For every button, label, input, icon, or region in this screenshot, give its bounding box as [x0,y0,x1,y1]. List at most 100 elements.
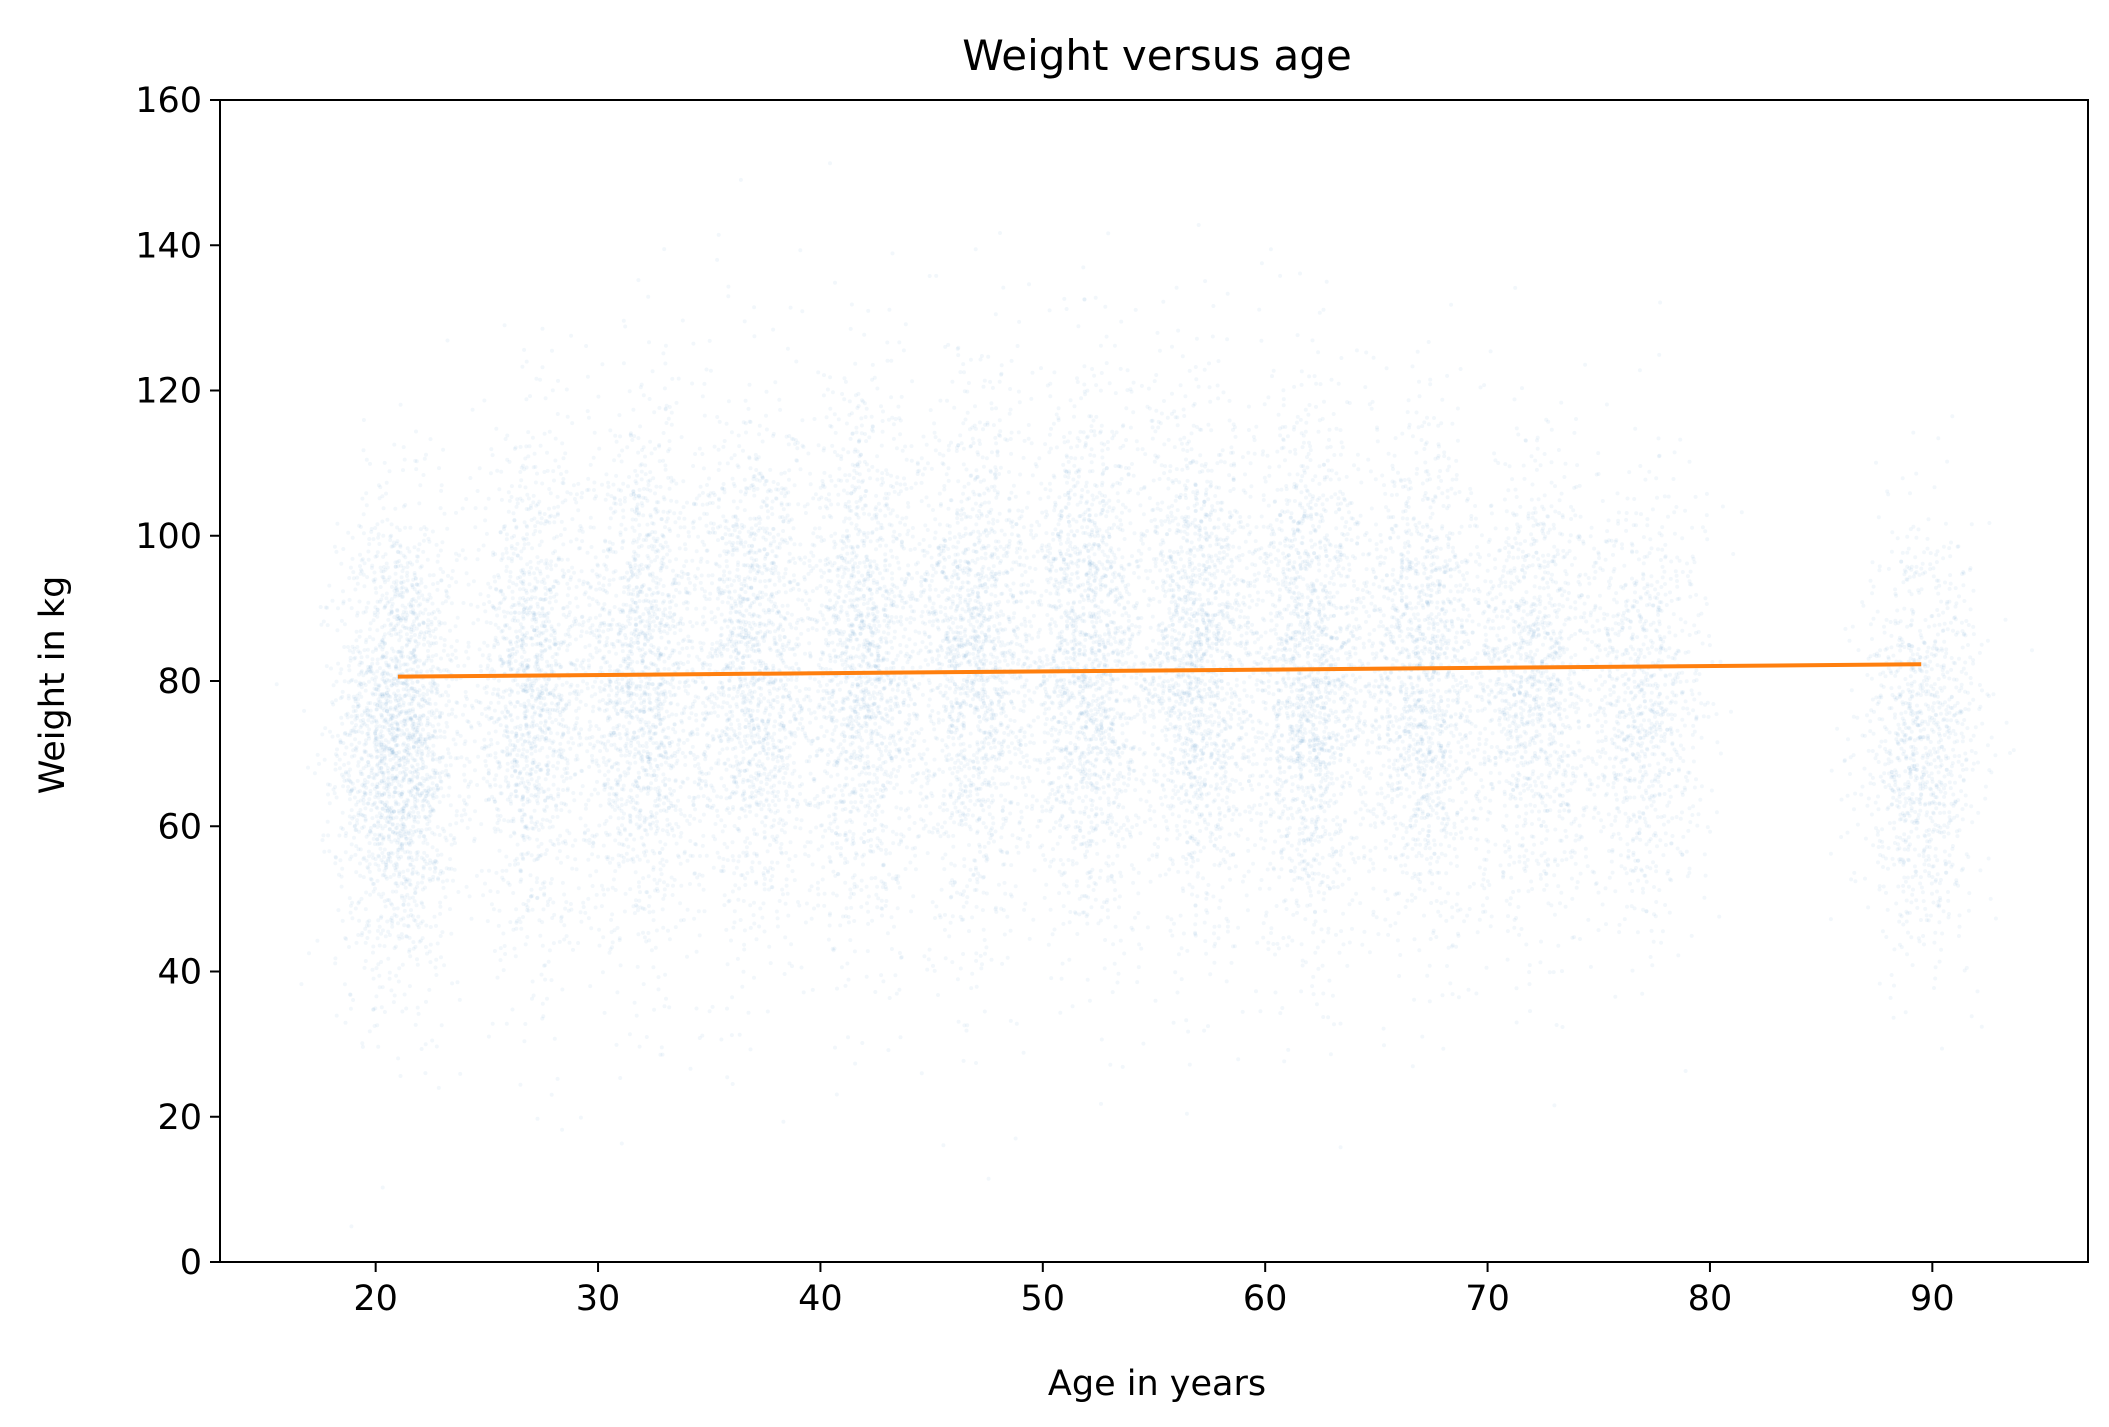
scatter-point [381,506,386,511]
scatter-point [404,681,409,686]
scatter-point [360,660,364,665]
scatter-point [417,814,422,819]
scatter-point [575,604,580,609]
scatter-point [589,694,594,699]
scatter-point [624,636,628,641]
scatter-point [663,607,667,612]
scatter-point [399,586,404,591]
scatter-point [343,834,348,838]
scatter-point [406,638,411,643]
scatter-point [497,848,502,853]
scatter-point [608,815,613,820]
scatter-point [683,705,688,710]
scatter-point [445,526,450,531]
scatter-point [594,587,599,592]
scatter-point [603,683,608,688]
scatter-point [567,691,572,696]
scatter-point [588,515,593,520]
scatter-point [566,628,571,632]
scatter-point [621,843,626,848]
scatter-point [410,585,415,590]
scatter-point [645,832,650,837]
scatter-point [446,573,450,578]
scatter-point [535,876,540,881]
scatter-point [386,766,390,770]
scatter-point [406,902,411,907]
scatter-point [438,728,443,733]
scatter-point [381,644,386,649]
scatter-point [569,736,574,741]
scatter-point [394,683,399,688]
scatter-point [356,901,361,906]
scatter-point [380,770,385,775]
scatter-point [421,834,426,839]
scatter-point [685,776,690,781]
scatter-point [401,776,406,781]
scatter-point [660,592,665,597]
scatter-point [549,567,554,572]
scatter-point [405,613,410,618]
scatter-point [403,895,408,900]
scatter-point [395,613,400,618]
scatter-point [647,938,652,943]
scatter-point [589,792,594,797]
scatter-point [663,467,668,472]
scatter-point [560,755,565,760]
scatter-point [395,906,400,911]
scatter-point [495,890,500,894]
scatter-point [333,761,338,766]
scatter-point [666,639,671,644]
scatter-point [505,457,510,462]
scatter-point [568,539,573,544]
scatter-point [598,803,603,808]
scatter-point [434,653,439,657]
scatter-point [603,745,607,750]
scatter-point [545,659,549,664]
scatter-point [658,721,663,726]
scatter-point [515,541,520,546]
scatter-point [705,483,709,487]
scatter-point [406,856,411,861]
scatter-point [357,899,362,904]
scatter-point [371,1007,376,1012]
scatter-point [636,450,641,455]
scatter-point [501,689,506,694]
scatter-point [501,931,506,936]
scatter-point [440,711,445,716]
scatter-point [348,565,353,570]
scatter-point [375,661,380,666]
scatter-point [389,604,394,609]
scatter-point [533,735,538,740]
scatter-point [678,808,683,812]
scatter-point [419,757,424,762]
scatter-point [526,541,531,546]
scatter-point [618,963,623,968]
scatter-point [520,819,525,824]
scatter-point [599,904,604,909]
scatter-point [489,716,493,720]
scatter-point [411,577,416,582]
scatter-point [415,762,420,767]
scatter-point [446,793,451,798]
scatter-point [386,851,391,856]
scatter-point [464,884,469,889]
scatter-point [331,787,336,792]
scatter-point [594,892,599,897]
scatter-point [503,437,508,441]
scatter-point [364,671,368,676]
scatter-point [561,542,566,547]
scatter-point [430,845,435,850]
scatter-point [635,854,640,859]
scatter-point [358,873,363,878]
scatter-point [542,893,547,898]
scatter-point [560,709,565,714]
scatter-point [357,829,361,834]
scatter-point [531,761,535,766]
scatter-point [384,651,389,655]
scatter-point [406,737,411,742]
scatter-point [506,556,511,561]
scatter-point [418,830,423,835]
scatter-point [362,750,367,755]
scatter-point [483,506,488,511]
scatter-point [449,931,454,936]
